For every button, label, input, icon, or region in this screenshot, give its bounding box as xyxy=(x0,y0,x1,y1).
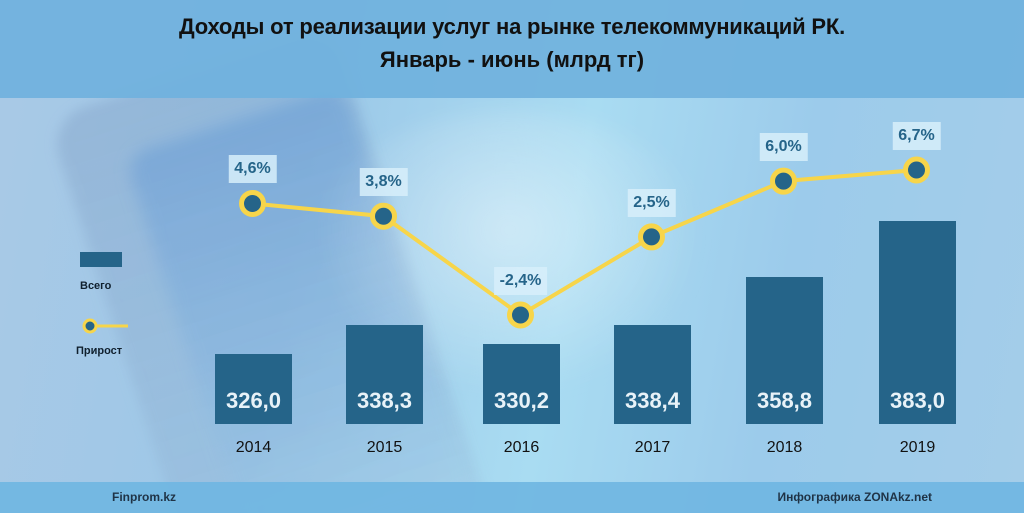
growth-label-2014: 4,6% xyxy=(228,155,277,184)
growth-point-2016 xyxy=(507,301,534,329)
growth-point-2019 xyxy=(903,156,930,184)
growth-line xyxy=(252,168,917,318)
legend-bar-swatch xyxy=(80,252,122,267)
growth-point-2015 xyxy=(370,202,397,230)
growth-label-2016: -2,4% xyxy=(493,267,548,295)
source-right: Инфографика ZONAkz.net xyxy=(777,490,932,504)
growth-label-2019: 6,7% xyxy=(892,122,941,150)
bar-value-label: 358,8 xyxy=(756,387,813,413)
chart-footer: Finprom.kz Инфографика ZONAkz.net xyxy=(0,482,1024,513)
growth-label-2017: 2,5% xyxy=(627,188,676,217)
legend-bar-label: Всего xyxy=(80,280,112,292)
year-label-2016: 2016 xyxy=(503,439,540,456)
growth-point-2014 xyxy=(239,189,266,217)
legend-line-swatch-icon xyxy=(82,318,128,334)
growth-label-2018: 6,0% xyxy=(759,133,808,162)
year-label-2019: 2019 xyxy=(899,439,936,456)
year-label-2018: 2018 xyxy=(766,439,803,456)
year-label-2014: 2014 xyxy=(235,439,272,456)
legend-line-label: Прирост xyxy=(76,345,123,357)
bar-2015: 338,3 xyxy=(346,325,423,424)
bar-2016: 330,2 xyxy=(483,344,560,424)
bar-value-label: 326,0 xyxy=(225,388,282,413)
bar-2018: 358,8 xyxy=(746,277,823,424)
year-label-2015: 2015 xyxy=(366,439,403,456)
bar-2017: 338,4 xyxy=(614,325,691,424)
bar-2019: 383,0 xyxy=(879,221,956,424)
year-label-2017: 2017 xyxy=(634,439,671,456)
chart-title: Доходы от реализации услуг на рынке теле… xyxy=(179,14,845,39)
chart-subtitle: Январь - июнь (млрд тг) xyxy=(379,47,645,72)
chart-header: Доходы от реализации услуг на рынке теле… xyxy=(0,0,1024,98)
bar-value-label: 338,4 xyxy=(624,387,681,413)
source-left: Finprom.kz xyxy=(112,490,177,504)
growth-point-2017 xyxy=(638,223,665,251)
growth-label-2015: 3,8% xyxy=(359,168,408,197)
bar-value-label: 383,0 xyxy=(889,388,946,413)
growth-point-2018 xyxy=(770,167,797,195)
bar-value-label: 330,2 xyxy=(493,387,550,413)
bar-2014: 326,0 xyxy=(215,354,292,424)
bar-value-label: 338,3 xyxy=(356,387,413,413)
